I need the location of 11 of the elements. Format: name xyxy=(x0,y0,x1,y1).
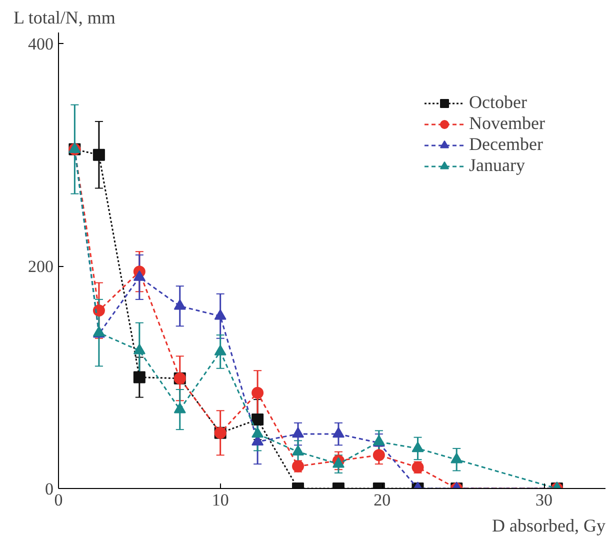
legend-label: October xyxy=(469,92,527,113)
legend-label: January xyxy=(469,155,525,176)
x-axis-title: D absorbed, Gy xyxy=(492,516,606,536)
y-axis-title: L total/N, mm xyxy=(14,8,116,28)
x-tick-label: 20 xyxy=(374,490,391,510)
y-tick-label: 200 xyxy=(28,257,54,276)
y-tick-label: 400 xyxy=(28,34,54,54)
legend-label: November xyxy=(469,113,545,134)
x-tick-label: 30 xyxy=(536,490,553,510)
x-tick-label: 10 xyxy=(212,490,229,510)
legend-label: December xyxy=(469,134,543,155)
